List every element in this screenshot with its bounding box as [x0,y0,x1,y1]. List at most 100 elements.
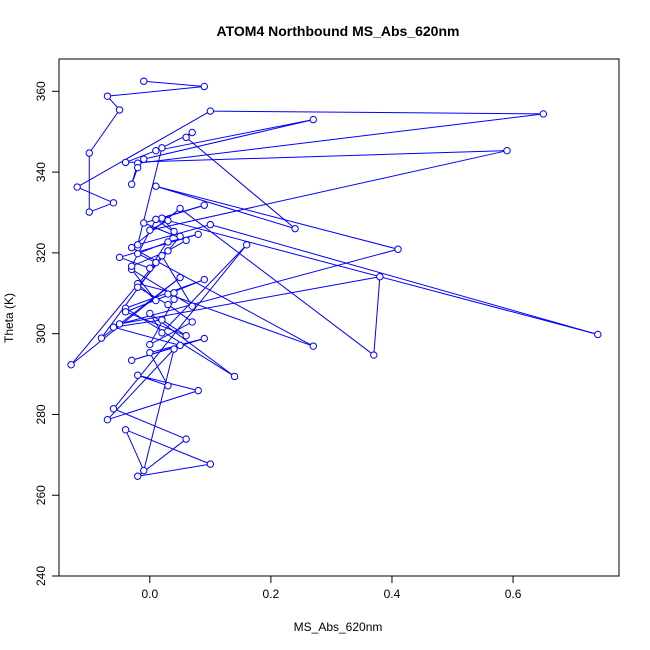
x-axis: 0.0 0.2 0.4 0.6 [141,575,522,601]
series-segment [149,150,508,231]
data-point [182,331,190,340]
data-point [164,290,172,298]
series-segment [107,390,199,421]
y-tick-label: 300 [34,323,48,343]
series-segment [185,136,296,230]
data-point [103,415,112,424]
data-point [140,466,148,475]
data-point [134,249,142,258]
data-point [309,115,317,124]
series-segment [125,429,211,465]
series-segment [210,110,544,115]
series-segment [161,244,248,334]
data-point [121,158,130,167]
data-point [176,273,184,282]
data-point [115,253,124,262]
series-segment [143,80,205,87]
series-segment [70,277,181,366]
chart-title: ATOM4 Northbound MS_Abs_620nm [217,23,460,39]
data-point [170,227,178,236]
data-point [67,361,75,369]
series-segment [149,313,235,377]
data-point [594,330,602,339]
series-segment [161,255,193,307]
data-point [188,318,196,326]
data-point [170,289,178,297]
data-point [134,163,142,172]
series-segment [149,321,193,346]
data-point [103,92,112,100]
x-axis-label: MS_Abs_620nm [294,620,383,634]
data-point [503,146,511,155]
data-point [291,224,299,233]
series-segment [137,286,169,306]
data-point [146,348,154,357]
data-point [170,295,178,304]
data-point [134,472,142,480]
data-point [127,356,136,365]
series-segment [167,304,193,323]
data-point [140,219,148,227]
series-segment [155,185,296,230]
data-point [115,106,124,114]
x-tick-label: 0.0 [141,587,158,601]
data-point [134,241,142,249]
series-segment [137,463,211,477]
series-segment [119,276,380,325]
series-segment [161,319,187,337]
x-tick-label: 0.6 [505,587,522,601]
data-point [158,316,166,324]
data-point [176,232,184,241]
data-point [309,342,317,350]
data-point [200,201,208,209]
data-point [370,351,378,359]
data-point [158,329,166,337]
data-point [206,107,215,115]
series-segment [107,85,205,97]
y-tick-label: 280 [34,404,48,424]
data-point [146,340,154,349]
series-segment [137,374,169,387]
series-segment [119,248,399,325]
series-line-group [70,80,598,477]
series-segment [113,244,248,410]
data-point [206,460,215,468]
data-point [230,372,239,381]
data-point [127,180,136,188]
data-point [182,236,190,245]
series-segment [76,110,211,188]
data-point [134,283,142,291]
data-point [164,238,172,246]
series-segment [125,429,145,471]
data-point [146,226,154,234]
series-segment [89,202,114,213]
data-point [152,215,160,224]
data-point [134,371,142,379]
data-point [158,214,166,222]
y-tick-label: 360 [34,81,48,101]
y-tick-label: 260 [34,485,48,505]
y-axis: 240 260 280 300 320 340 360 [34,81,60,586]
data-point [121,308,130,316]
series-points-group [67,77,602,480]
data-point [176,204,184,213]
data-point [109,323,118,331]
y-tick-label: 340 [34,162,48,182]
data-point [394,245,402,253]
data-point [152,182,160,190]
series-segment [210,224,598,335]
data-point [109,405,118,413]
series-segment [143,348,175,471]
series-segment [131,269,193,307]
data-point [176,341,184,350]
series-segment [70,262,157,366]
data-point [85,208,93,216]
series-segment [149,352,169,387]
data-point [140,155,148,163]
data-point [200,275,208,284]
series-segment [149,313,163,334]
data-point [182,435,190,443]
data-point [127,262,136,270]
series-segment [107,348,175,421]
series-segment [76,186,114,204]
